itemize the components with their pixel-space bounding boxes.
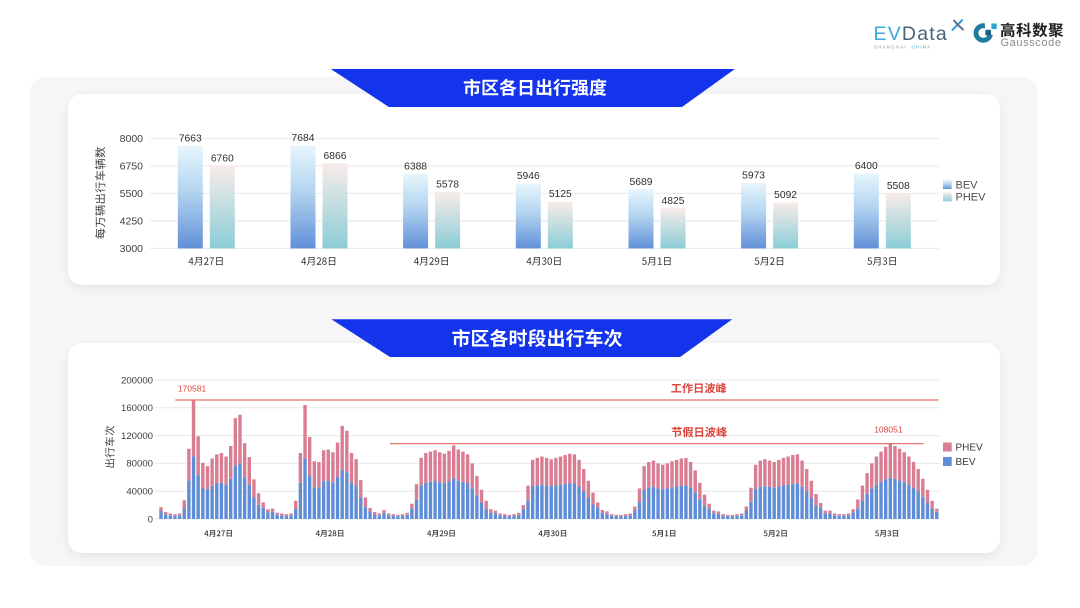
svg-text:BEV: BEV [956, 179, 979, 191]
svg-text:5508: 5508 [887, 181, 910, 192]
svg-text:7684: 7684 [292, 133, 315, 144]
svg-text:5973: 5973 [742, 171, 765, 182]
svg-text:6400: 6400 [855, 161, 878, 172]
svg-text:108051: 108051 [874, 424, 903, 434]
svg-text:200000: 200000 [121, 375, 153, 386]
svg-text:6760: 6760 [211, 153, 234, 164]
svg-text:PHEV: PHEV [956, 192, 987, 204]
svg-text:5689: 5689 [630, 177, 653, 188]
svg-text:0: 0 [148, 514, 153, 525]
svg-text:EVData: EVData [874, 23, 948, 45]
svg-text:3000: 3000 [120, 243, 144, 255]
svg-text:5578: 5578 [436, 179, 459, 190]
svg-text:6388: 6388 [404, 162, 427, 173]
svg-text:5946: 5946 [517, 171, 540, 182]
svg-text:7663: 7663 [179, 133, 202, 144]
svg-text:SHANGHAI CHINA: SHANGHAI CHINA [874, 44, 931, 49]
svg-text:8000: 8000 [120, 133, 144, 145]
svg-text:80000: 80000 [126, 459, 153, 470]
svg-text:120000: 120000 [121, 431, 153, 442]
svg-text:5125: 5125 [549, 189, 572, 200]
svg-text:40000: 40000 [126, 487, 153, 498]
svg-text:BEV: BEV [956, 457, 976, 468]
svg-text:4250: 4250 [120, 216, 144, 228]
svg-text:4825: 4825 [662, 196, 685, 207]
svg-text:PHEV: PHEV [956, 442, 984, 453]
svg-text:6866: 6866 [324, 151, 347, 162]
svg-text:6750: 6750 [120, 161, 144, 173]
svg-text:5092: 5092 [774, 190, 797, 201]
svg-text:5500: 5500 [120, 188, 144, 200]
svg-text:Gausscode: Gausscode [1001, 37, 1062, 49]
svg-text:160000: 160000 [121, 403, 153, 414]
svg-text:170581: 170581 [178, 384, 207, 394]
